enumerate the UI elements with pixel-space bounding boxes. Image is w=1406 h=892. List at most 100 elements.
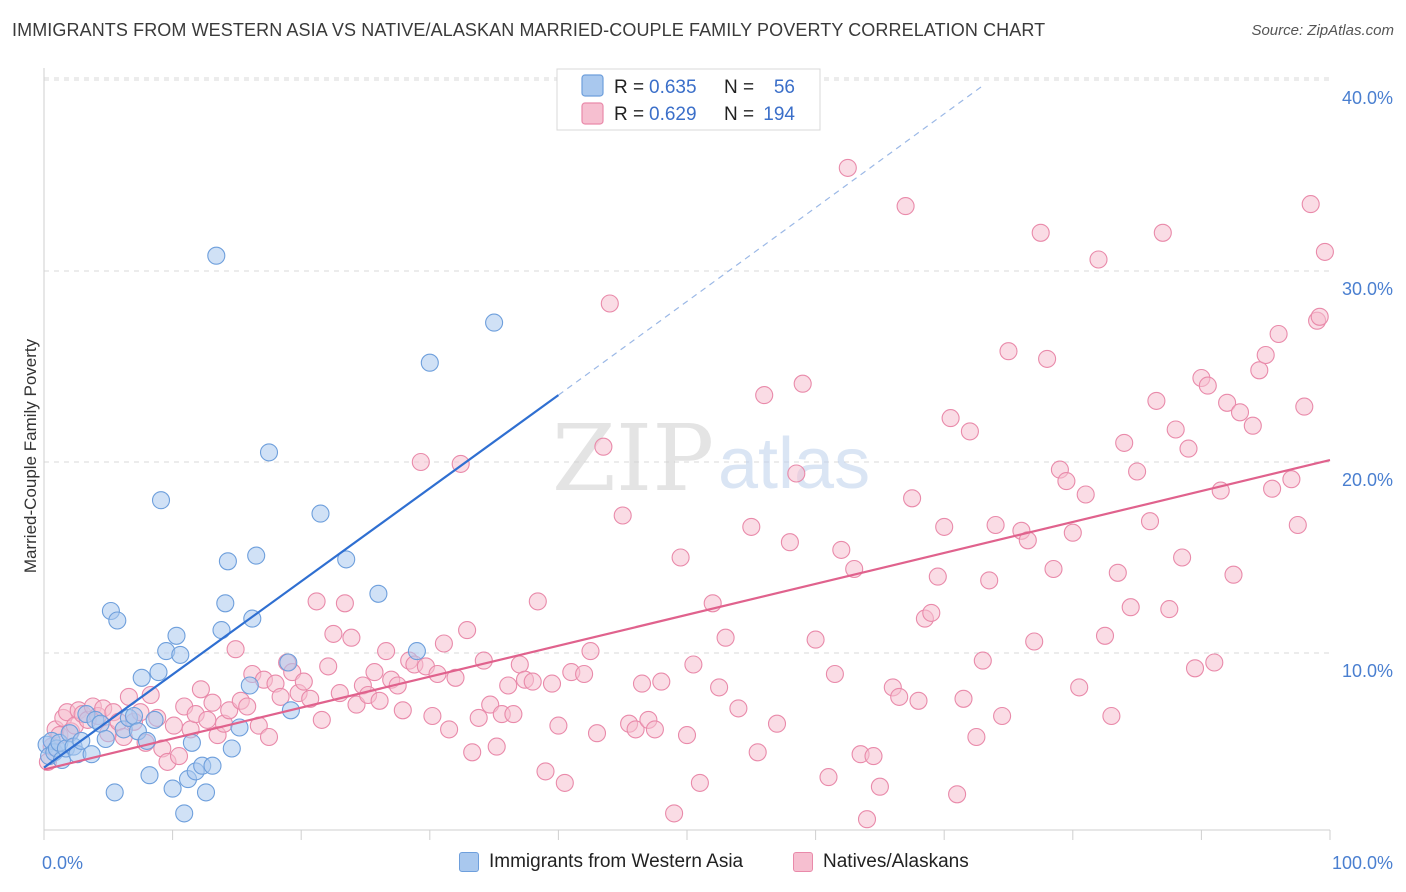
natives-alaskans-point — [1140, 512, 1160, 531]
y-tick-label-30: 30.0% — [1342, 279, 1393, 299]
natives-alaskans-point — [870, 777, 889, 796]
western-asia-point — [182, 733, 201, 752]
natives-alaskans-point — [1243, 416, 1262, 435]
y-tick-label-40: 40.0% — [1342, 88, 1393, 108]
natives-alaskans-point — [677, 726, 697, 745]
natives-alaskans-point — [928, 567, 947, 586]
natives-alaskans-point — [411, 452, 430, 472]
natives-alaskans-point — [1179, 439, 1198, 458]
natives-alaskans-point — [271, 687, 290, 706]
natives-alaskans-point — [1044, 559, 1063, 579]
trend-lines — [43, 85, 1331, 771]
western-asia-point — [105, 783, 124, 802]
bottom-legend-item-western-asia: Immigrants from Western Asia — [459, 851, 743, 873]
natives-alaskans-point — [587, 724, 607, 743]
bottom-legend-label-western-asia: Immigrants from Western Asia — [489, 851, 744, 872]
natives-alaskans-point — [729, 699, 748, 718]
natives-alaskans-point — [542, 674, 562, 693]
natives-alaskans-point — [1198, 376, 1217, 395]
natives-alaskans-point — [335, 594, 354, 613]
x-tick-label-min: 0.0% — [42, 853, 83, 873]
natives-alaskans-point — [787, 464, 806, 483]
natives-alaskans-point — [164, 716, 183, 735]
natives-alaskans-point — [652, 672, 671, 691]
natives-alaskans-point — [510, 655, 529, 674]
western-asia-point — [259, 443, 279, 462]
natives-alaskans-point — [710, 678, 729, 697]
natives-alaskans-point — [671, 548, 690, 567]
western-asia-point — [247, 546, 266, 565]
western-asia-trend-extension — [558, 85, 984, 396]
legend: R = 0.635 N = 56 R = 0.629 N = 194 — [556, 68, 821, 131]
natives-alaskans-point — [307, 592, 326, 611]
natives-alaskans-point — [1031, 223, 1050, 242]
gridlines — [44, 77, 1330, 654]
natives-alaskans-trend-line — [43, 459, 1331, 771]
natives-alaskans-point — [825, 664, 844, 684]
natives-alaskans-point — [575, 664, 594, 684]
natives-alaskans-point — [504, 705, 523, 724]
bottom-legend: Immigrants from Western Asia Natives/Ala… — [0, 851, 1406, 879]
western-asia-point — [149, 663, 168, 682]
natives-alaskans-point — [632, 674, 652, 693]
legend-n-value-2: 194 — [763, 104, 795, 125]
western-asia-point — [279, 653, 298, 672]
x-tick-label-max: 100.0% — [1332, 853, 1393, 873]
natives-alaskans-point — [581, 642, 600, 661]
x-ticks — [43, 830, 1331, 840]
natives-alaskans-point — [259, 727, 279, 747]
legend-r-label-2: R = — [614, 104, 644, 125]
natives-alaskans-point — [1115, 433, 1134, 452]
natives-alaskans-point — [594, 437, 613, 456]
natives-alaskans-point — [1102, 706, 1121, 726]
western-asia-point — [151, 491, 171, 510]
natives-alaskans-point — [999, 342, 1018, 361]
natives-alaskans-point — [536, 762, 555, 781]
natives-alaskans-point — [434, 634, 453, 653]
legend-r-value-2: 0.629 — [649, 104, 697, 125]
natives-alaskans-point — [347, 695, 366, 714]
natives-alaskans-point — [487, 737, 506, 756]
natives-alaskans-point — [903, 489, 922, 508]
natives-alaskans-point — [1282, 470, 1301, 489]
legend-n-label-2: N = — [724, 104, 754, 125]
western-asia-point — [240, 676, 259, 695]
natives-alaskans-point — [1310, 307, 1329, 326]
natives-alaskans-point — [169, 747, 189, 766]
natives-alaskans-point — [1230, 403, 1250, 422]
western-asia-point — [167, 626, 186, 645]
natives-alaskans-point — [793, 374, 812, 393]
chart-title: IMMIGRANTS FROM WESTERN ASIA VS NATIVE/A… — [12, 20, 1046, 40]
watermark: ZIP atlas — [552, 405, 870, 512]
natives-alaskans-point — [935, 517, 954, 536]
natives-alaskans-point — [319, 657, 338, 676]
natives-alaskans-point — [1160, 600, 1179, 619]
bottom-legend-item-natives: Natives/Alaskans — [793, 851, 969, 873]
natives-alaskans-point — [1315, 242, 1334, 261]
natives-alaskans-point — [890, 687, 909, 706]
western-asia-point — [196, 783, 216, 802]
natives-alaskans-point — [365, 663, 384, 682]
natives-alaskans-point — [960, 422, 979, 441]
natives-alaskans-point — [1076, 485, 1095, 504]
natives-alaskans-point — [1166, 420, 1185, 439]
western-asia-point — [140, 766, 159, 785]
bottom-legend-swatch-blue — [459, 852, 479, 872]
western-asia-point — [222, 739, 241, 758]
natives-alaskans-point — [423, 706, 442, 726]
natives-alaskans-point — [665, 804, 684, 823]
natives-alaskans-point — [806, 630, 825, 649]
natives-alaskans-point — [896, 197, 915, 216]
western-asia-point — [145, 710, 164, 729]
source-label: Source: ZipAtlas.com — [1251, 22, 1394, 39]
natives-alaskans-point — [742, 517, 761, 536]
western-asia-points — [37, 246, 504, 823]
natives-alaskans-point — [986, 515, 1005, 535]
natives-alaskans-point — [440, 720, 459, 739]
natives-alaskans-point — [463, 743, 482, 762]
western-asia-point — [407, 642, 426, 661]
natives-alaskans-point — [393, 701, 412, 720]
natives-alaskans-point — [226, 640, 245, 659]
natives-alaskans-point — [1108, 563, 1127, 582]
